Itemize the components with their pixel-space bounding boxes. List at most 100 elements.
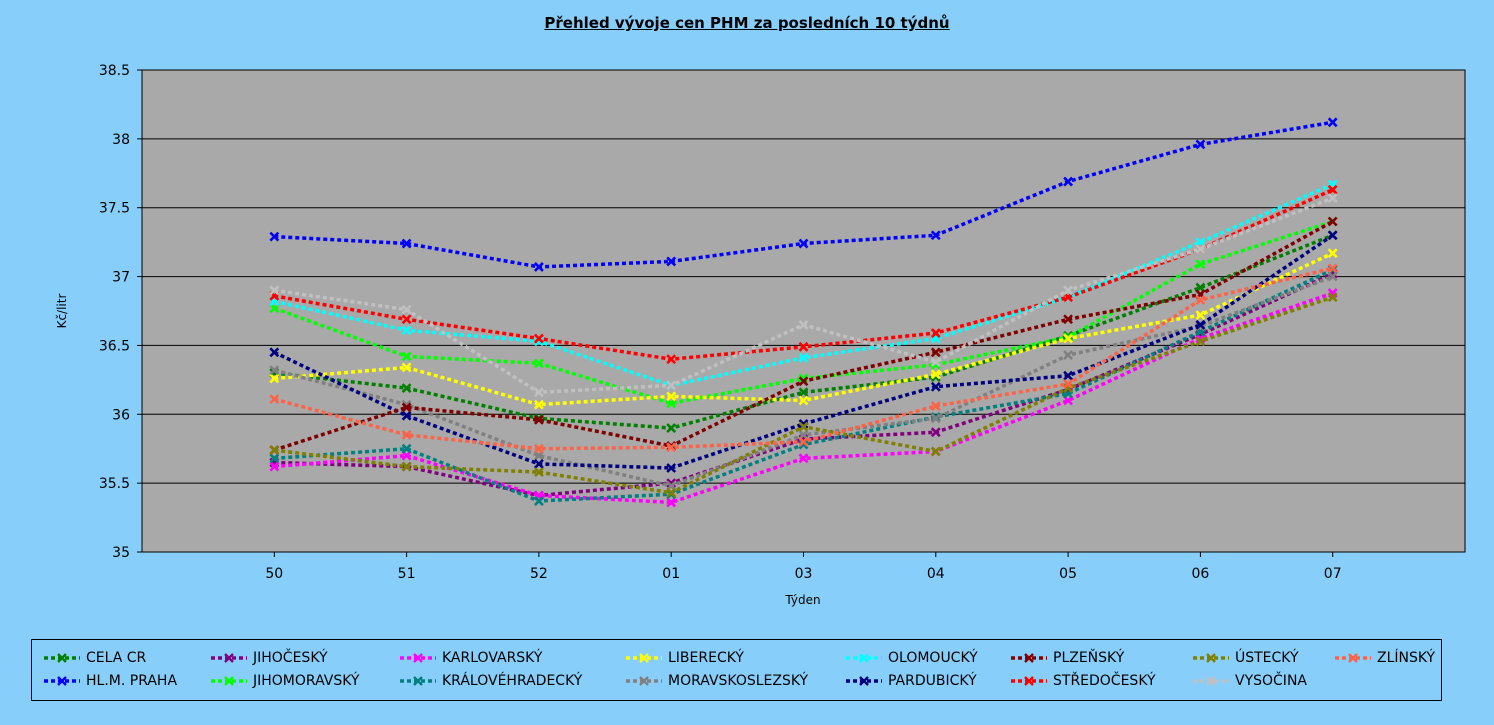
data-point <box>930 446 941 457</box>
data-point <box>798 238 809 249</box>
y-tick-label: 35 <box>112 545 130 561</box>
x-tick-label: 06 <box>1191 566 1209 582</box>
y-tick-label: 38.5 <box>99 63 130 79</box>
data-point <box>1327 117 1338 128</box>
data-point <box>798 421 809 432</box>
data-point <box>533 336 544 347</box>
data-point <box>798 352 809 363</box>
data-point <box>533 467 544 478</box>
x-tick-label: 05 <box>1059 566 1077 582</box>
series-1 <box>269 117 1338 272</box>
legend-item: PLZEŇSKÝ <box>1011 649 1124 667</box>
y-tick-label: 35.5 <box>99 476 130 492</box>
data-point <box>1195 336 1206 347</box>
legend-item: PARDUBICKÝ <box>846 672 977 690</box>
data-point <box>401 325 412 336</box>
data-point <box>269 461 280 472</box>
plot-area <box>141 69 1466 553</box>
legend-label: JIHOČESKÝ <box>253 650 328 666</box>
legend-label: OLOMOUCKÝ <box>888 650 978 666</box>
legend-label: STŘEDOČESKÝ <box>1053 673 1156 689</box>
y-tick-label: 36 <box>112 407 130 423</box>
data-point <box>1063 176 1074 187</box>
data-point <box>533 414 544 425</box>
legend-label: ZLÍNSKÝ <box>1377 650 1436 666</box>
legend-item: KARLOVARSKÝ <box>400 649 542 667</box>
x-tick-label: 03 <box>795 566 813 582</box>
data-point <box>533 399 544 410</box>
legend-swatch-icon <box>44 653 80 663</box>
data-point <box>798 376 809 387</box>
chart-title: Přehled vývoje cen PHM za posledních 10 … <box>544 14 950 32</box>
series-line <box>274 233 1334 430</box>
x-tick-label: 50 <box>265 566 283 582</box>
data-point <box>269 453 280 464</box>
data-point <box>666 391 677 402</box>
data-point <box>401 430 412 440</box>
legend-item: OLOMOUCKÝ <box>846 649 978 667</box>
x-tick-label: 04 <box>927 566 945 582</box>
data-point <box>930 369 941 380</box>
data-point <box>666 380 677 391</box>
data-point <box>1063 314 1074 325</box>
legend-swatch-icon <box>846 653 882 663</box>
legend-swatch-icon <box>44 676 80 686</box>
data-point <box>269 373 280 384</box>
data-point <box>401 362 412 373</box>
data-point <box>401 351 412 362</box>
data-point <box>798 419 809 429</box>
data-point <box>533 458 544 469</box>
data-point <box>401 461 412 472</box>
data-point <box>269 445 280 456</box>
data-point <box>533 387 544 398</box>
data-point <box>1063 285 1074 296</box>
axes: 35 35.5 36 36.5 37 37.5 38 38.5 50 51 52 01 03 04 05 06… <box>99 63 1342 582</box>
data-point <box>1327 263 1338 274</box>
legend-swatch-icon <box>400 653 436 663</box>
legend-swatch-icon <box>846 676 882 686</box>
legend-label: VYSOČINA <box>1235 673 1307 689</box>
legend-label: KRÁLOVÉHRADECKÝ <box>442 673 583 689</box>
data-point <box>1063 350 1074 360</box>
legend-item: JIHOMORAVSKÝ <box>211 672 359 690</box>
data-point <box>1195 139 1206 150</box>
data-point <box>533 443 544 454</box>
data-point <box>1195 295 1206 305</box>
legend: CELA CR JIHOČESKÝ KARLOVARSKÝ LIBERECKÝ OLOM… <box>31 639 1442 701</box>
y-tick-label: 37.5 <box>99 201 130 217</box>
data-point <box>798 436 809 447</box>
data-point <box>930 357 941 367</box>
data-point <box>930 347 941 358</box>
legend-item: MORAVSKOSLEZSKÝ <box>626 672 808 690</box>
series-6 <box>269 248 1338 410</box>
data-point <box>666 423 677 433</box>
data-point <box>930 381 941 392</box>
series-13 <box>269 193 1338 398</box>
data-point <box>533 262 544 272</box>
data-point <box>401 410 412 421</box>
data-point <box>666 256 677 267</box>
legend-item: JIHOČESKÝ <box>211 649 328 667</box>
legend-label: KARLOVARSKÝ <box>442 650 543 666</box>
legend-label: CELA CR <box>86 650 147 666</box>
data-point <box>1327 292 1338 303</box>
legend-item: VYSOČINA <box>1193 672 1307 690</box>
data-point <box>798 319 809 330</box>
legend-item: HL.M. PRAHA <box>44 672 177 690</box>
legend-label: PARDUBICKÝ <box>888 673 977 689</box>
data-point <box>533 333 544 344</box>
data-point <box>533 496 544 506</box>
legend-item: LIBERECKÝ <box>626 649 744 667</box>
y-tick-label: 36.5 <box>99 338 130 354</box>
data-point <box>930 427 941 438</box>
data-point <box>401 304 412 315</box>
data-point <box>930 401 941 411</box>
series-9 <box>269 230 1338 473</box>
data-point <box>1327 193 1338 203</box>
data-point <box>1327 248 1338 259</box>
legend-label: MORAVSKOSLEZSKÝ <box>668 673 809 689</box>
series-12 <box>269 292 1338 498</box>
data-point <box>533 358 544 369</box>
x-tick-label: 01 <box>662 566 680 582</box>
y-axis-title: Kč/litr <box>55 294 69 329</box>
